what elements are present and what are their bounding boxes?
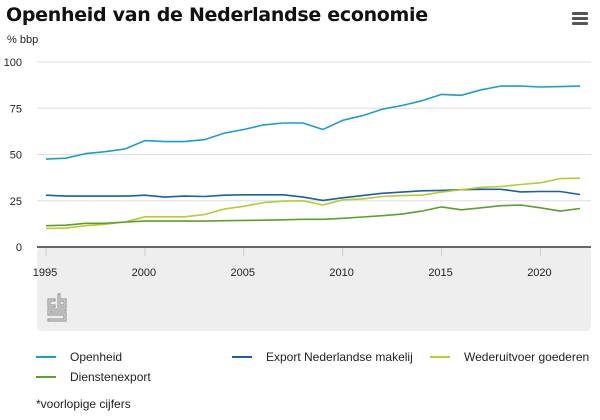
- y-tick-label: 50: [10, 150, 22, 162]
- series-line-dienstenexport[interactable]: [45, 204, 581, 227]
- legend-item-dienstenexport[interactable]: Dienstenexport: [36, 370, 151, 384]
- x-tick-label: 2015: [428, 267, 452, 279]
- legend-swatch: [36, 356, 56, 358]
- x-tick-label: 2020: [527, 267, 551, 279]
- x-tick-label: 2000: [132, 267, 156, 279]
- y-axis-ticks: 0 25 50 75 100: [4, 57, 22, 254]
- y-tick-label: 0: [16, 242, 22, 254]
- legend-label: Wederuitvoer goederen: [464, 350, 590, 364]
- series-line-openheid[interactable]: [45, 85, 581, 160]
- legend-label: Dienstenexport: [70, 370, 151, 384]
- x-tick-label: 1995: [33, 267, 57, 279]
- legend-swatch: [36, 376, 56, 378]
- y-tick-label: 25: [10, 196, 22, 208]
- legend-item-openheid[interactable]: Openheid: [36, 350, 122, 364]
- x-tick-label: 2005: [231, 267, 255, 279]
- series-line-export-nederlandse-makelij[interactable]: [45, 188, 581, 202]
- x-axis-panel: [37, 247, 591, 331]
- footnote: *voorlopige cijfers: [36, 397, 131, 411]
- series-lines: [45, 85, 581, 230]
- line-chart: 0 25 50 75 100 1995 2000 2005 2010 2015 2020: [4, 57, 591, 331]
- legend-item-wederuitvoer-goederen[interactable]: Wederuitvoer goederen: [430, 350, 589, 364]
- menu-bar: [572, 12, 588, 15]
- legend-swatch: [232, 356, 252, 358]
- menu-bar: [572, 22, 588, 25]
- cbs-logo-icon: [47, 293, 67, 322]
- x-tick-label: 2010: [329, 267, 353, 279]
- menu-bar: [572, 17, 588, 20]
- legend-item-export-nederlandse-makelij[interactable]: Export Nederlandse makelij: [232, 350, 413, 364]
- series-line-wederuitvoer-goederen[interactable]: [45, 177, 581, 230]
- hamburger-menu-icon[interactable]: [572, 12, 588, 26]
- legend-label: Openheid: [70, 350, 123, 364]
- legend-swatch: [430, 356, 450, 358]
- legend-label: Export Nederlandse makelij: [266, 350, 413, 364]
- y-tick-label: 100: [4, 57, 22, 69]
- chart-title: Openheid van de Nederlandse economie: [6, 4, 428, 26]
- gridlines: [37, 61, 591, 202]
- y-axis-unit-label: % bbp: [7, 34, 39, 46]
- y-tick-label: 75: [10, 103, 22, 115]
- x-axis-ticks: 1995 2000 2005 2010 2015 2020: [33, 248, 552, 279]
